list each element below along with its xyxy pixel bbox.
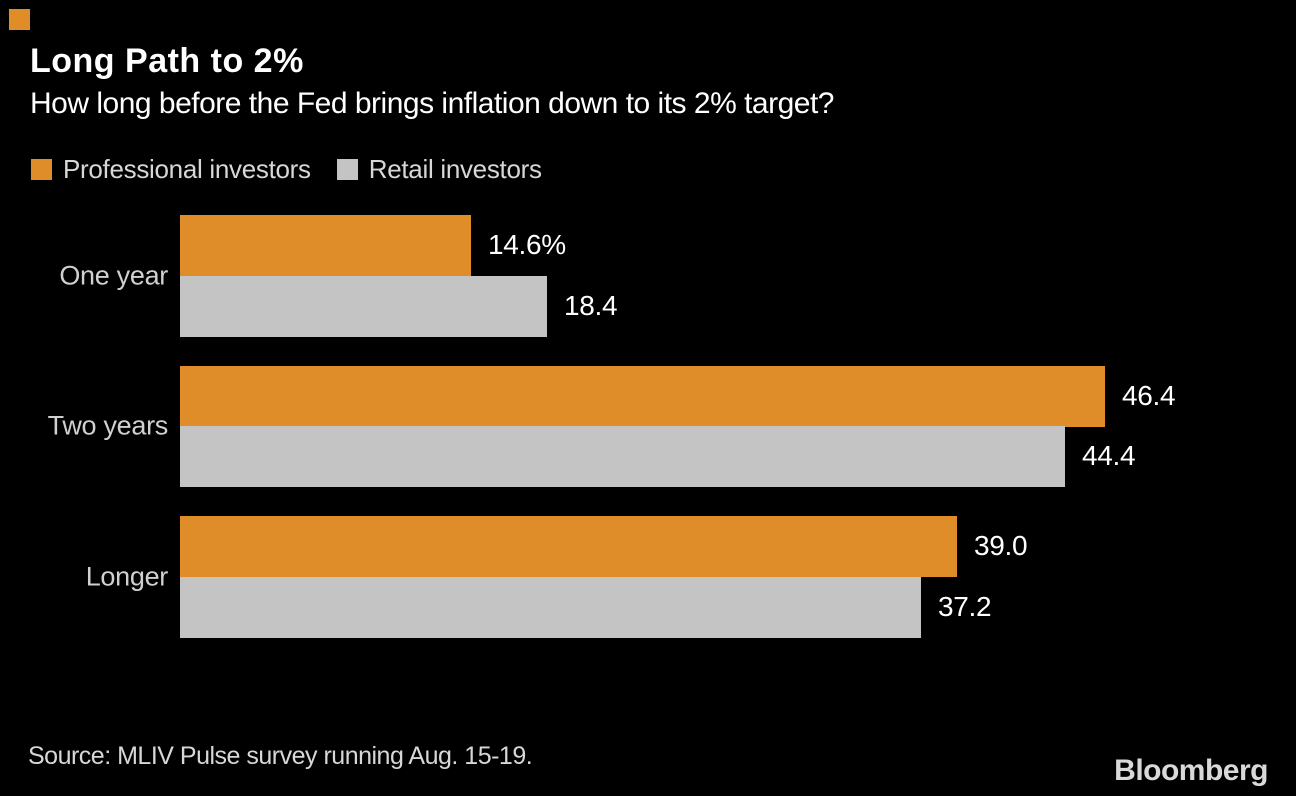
category-label: One year: [59, 260, 168, 291]
value-label: 37.2: [938, 591, 992, 622]
legend-swatch-professional: [31, 159, 52, 180]
bar-professional: [180, 516, 957, 577]
category-label: Two years: [47, 410, 169, 441]
value-label: 39.0: [974, 530, 1028, 561]
legend-label-retail: Retail investors: [368, 154, 542, 184]
source-note: Source: MLIV Pulse survey running Aug. 1…: [28, 742, 533, 770]
bar-professional: [180, 366, 1105, 427]
value-label: 46.4: [1122, 380, 1176, 411]
legend-item-professional: Professional investors: [31, 154, 311, 185]
bar-retail: [180, 276, 547, 337]
legend-label-professional: Professional investors: [63, 154, 311, 184]
bloomberg-corner-mark-icon: [9, 9, 30, 30]
bar-retail: [180, 426, 1065, 487]
chart-subtitle: How long before the Fed brings inflation…: [30, 87, 835, 120]
bloomberg-logo: Bloomberg: [1114, 754, 1268, 787]
legend-swatch-retail: [336, 159, 358, 180]
value-label: 44.4: [1082, 440, 1136, 471]
legend-item-retail: Retail investors: [336, 154, 542, 185]
bar-professional: [180, 215, 471, 276]
value-label: 14.6%: [488, 229, 566, 260]
legend: Professional investors Retail investors: [31, 154, 542, 185]
chart-title: Long Path to 2%: [30, 42, 304, 80]
bar-retail: [180, 577, 921, 638]
category-label: Longer: [85, 561, 169, 592]
value-label: 18.4: [564, 290, 618, 321]
